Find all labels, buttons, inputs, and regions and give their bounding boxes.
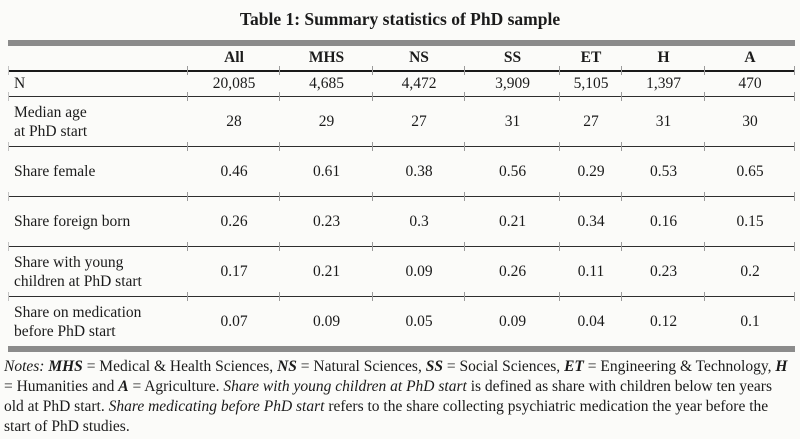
table-cell: 0.21: [279, 246, 373, 301]
table-row: Share foreign born 0.26 0.23 0.3 0.21 0.34 0.1…: [8, 196, 795, 251]
table-cell: 0.65: [704, 146, 795, 201]
table-row: Share female 0.46 0.61 0.38 0.56 0.29 0.53 0.65: [8, 146, 795, 201]
table-header-row: All MHS NS SS ET H A: [8, 46, 795, 75]
table-cell: 4,472: [372, 71, 465, 100]
table-cell: 0.56: [464, 146, 560, 201]
table-cell: 0.38: [372, 146, 465, 201]
table-cell: 0.61: [279, 146, 373, 201]
table-cell: 0.3: [372, 196, 465, 251]
table-cell: 3,909: [464, 71, 560, 100]
table-cell: 28: [187, 96, 280, 151]
row-label: Share with young children at PhD start: [8, 246, 188, 301]
row-label: N: [8, 71, 188, 100]
row-label: Share foreign born: [8, 196, 188, 251]
table-cell: 0.34: [559, 196, 622, 251]
column-header: H: [621, 46, 705, 75]
notes-segment: is defined as share with children below …: [4, 378, 772, 415]
table-cell: 0.26: [187, 196, 280, 251]
table-cell: 0.29: [559, 146, 622, 201]
column-header: All: [187, 46, 280, 75]
notes-segment: = Natural Sciences,: [296, 358, 426, 375]
table-row: Share on medication before PhD start 0.07 0…: [8, 297, 795, 347]
table-cell: 30: [704, 96, 795, 151]
notes-segment: refers to the share collecting psychiatr…: [4, 398, 769, 435]
table-cell: 31: [464, 96, 560, 151]
table-cell: 0.09: [498, 313, 527, 330]
notes-segment: NS: [277, 358, 297, 375]
table-cell: 5,105: [559, 71, 622, 100]
table-cell: 0.46: [187, 146, 280, 201]
column-header: NS: [372, 46, 465, 75]
table-cell: 0.07: [220, 313, 248, 330]
notes-segment: A: [118, 378, 129, 395]
row-label-column-header: [8, 46, 188, 75]
table-cell: 0.04: [577, 313, 605, 330]
table-title: Table 1: Summary statistics of PhD sampl…: [239, 9, 561, 29]
table-cell: 0.09: [372, 246, 465, 301]
notes-segment: H: [775, 358, 788, 375]
table-cell: 470: [704, 71, 795, 100]
table-cell: 4,685: [279, 71, 373, 100]
table-cell: 0.2: [704, 246, 795, 301]
table-cell: 0.21: [464, 196, 560, 251]
table-cell: 0.16: [621, 196, 705, 251]
notes-segment: ET: [564, 358, 584, 375]
notes-segment: = Social Sciences,: [442, 358, 565, 375]
notes-segment: = Agriculture.: [128, 378, 224, 395]
notes-segment: Share medicating before PhD start: [108, 398, 325, 415]
table-cell: 0.17: [187, 246, 280, 301]
table-cell: 0.12: [649, 313, 678, 330]
notes-segment: Notes:: [4, 358, 45, 375]
table-cell: 0.05: [405, 313, 433, 330]
table-row: Median age at PhD start 28 29 27 31 27 31 30: [8, 96, 795, 151]
notes-segment: = Humanities and: [4, 378, 119, 395]
table-row: Share with young children at PhD start 0.1…: [8, 246, 795, 301]
table-cell: 27: [372, 96, 465, 151]
summary-table-frame: All MHS NS SS ET H A N 20,085 4,685 4,472 3,909 5,1…: [8, 40, 795, 352]
table-cell: 27: [559, 96, 622, 151]
column-header: ET: [559, 46, 622, 75]
column-header: A: [704, 46, 795, 75]
table-cell: 29: [279, 96, 373, 151]
table-header: All MHS NS SS ET H A: [8, 46, 795, 75]
table-body: N 20,085 4,685 4,472 3,909 5,105 1,397 470 Media…: [8, 71, 795, 346]
row-label: Median age at PhD start: [8, 96, 188, 151]
table-cell: 0.23: [621, 246, 705, 301]
table-cell: 31: [621, 96, 705, 151]
table-cell: 0.09: [312, 313, 341, 330]
table-cell: 20,085: [187, 71, 280, 100]
row-label: Share on medication before PhD start: [14, 303, 142, 340]
table-cell: 0.1: [740, 313, 760, 330]
notes-segment: SS: [425, 358, 443, 375]
table-cell: 0.26: [464, 246, 560, 301]
table-cell: 0.53: [621, 146, 705, 201]
row-label: Share female: [8, 146, 188, 201]
table-cell: 1,397: [621, 71, 705, 100]
notes-segment: MHS: [48, 358, 83, 375]
notes-segment: = Medical & Health Sciences,: [82, 358, 278, 375]
table-cell: 0.11: [559, 246, 622, 301]
summary-statistics-table: All MHS NS SS ET H A N 20,085 4,685 4,472 3,909 5,1…: [8, 46, 795, 346]
column-header: SS: [464, 46, 560, 75]
column-header: MHS: [279, 46, 373, 75]
notes-segment: Share with young children at PhD start: [223, 378, 467, 395]
table-cell: 0.15: [704, 196, 795, 251]
table-row: N 20,085 4,685 4,472 3,909 5,105 1,397 470: [8, 71, 795, 100]
table-cell: 0.23: [279, 196, 373, 251]
table-notes: Notes: MHS = Medical & Health Sciences, …: [0, 357, 800, 437]
notes-segment: = Engineering & Technology,: [583, 358, 776, 375]
